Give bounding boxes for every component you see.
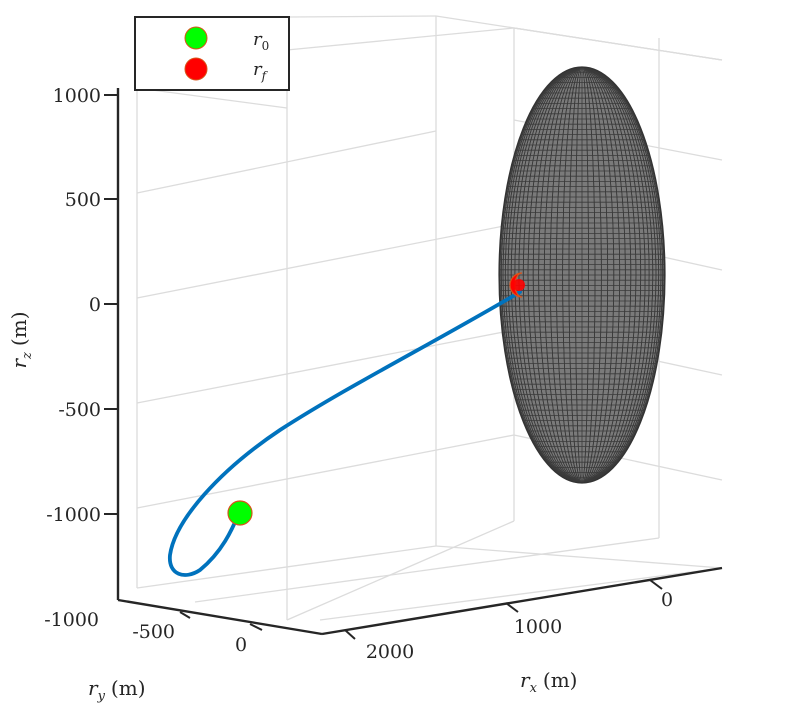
z-tick-label: -500 (58, 399, 101, 421)
mesh-longitude (562, 67, 602, 483)
x-tick-label: 1000 (514, 616, 562, 638)
mesh-longitude (500, 67, 664, 483)
mesh-longitude (555, 67, 609, 483)
legend-end-symbol (184, 57, 208, 81)
z-tick-label: -1000 (46, 504, 101, 526)
mesh-longitude (532, 67, 632, 483)
z-axis-label: rz(m) (7, 312, 35, 369)
y-axis-label: ry (m) (88, 676, 146, 704)
end-marker (509, 272, 523, 298)
y-tick-label: -500 (132, 621, 175, 643)
trajectory-line (168, 290, 522, 577)
x-axis-line (321, 566, 723, 636)
x-tick-label: 2000 (366, 641, 414, 663)
y-axis-line (117, 598, 323, 636)
mesh-longitude (527, 67, 637, 483)
mesh-longitude (499, 67, 665, 483)
legend-label-end: rf (253, 59, 269, 83)
mesh-longitude (568, 67, 596, 483)
y-tick-label: 0 (235, 634, 247, 656)
end-marker-core (513, 279, 525, 291)
mesh-longitude (510, 67, 654, 483)
legend-start-symbol (184, 26, 208, 50)
mesh-longitude (522, 67, 642, 483)
x-axis-label: rx (m) (520, 668, 577, 696)
mesh-longitude (507, 67, 657, 483)
start-marker (227, 500, 253, 526)
y-tick-label: -1000 (44, 609, 99, 631)
mesh-longitude (549, 67, 615, 483)
z-tick-label: 500 (65, 189, 101, 211)
mesh-longitude (538, 67, 626, 483)
mesh-longitude (504, 67, 660, 483)
mesh-longitude (575, 67, 589, 483)
z-tick-label: 1000 (53, 85, 101, 107)
legend[interactable]: r0 rf (134, 16, 290, 91)
mesh-longitude (502, 67, 662, 483)
legend-label-start: r0 (253, 29, 269, 53)
x-tick-label: 0 (661, 589, 673, 611)
mesh-longitude (543, 67, 621, 483)
z-tick-label: 0 (89, 294, 101, 316)
tick-marks (104, 94, 663, 640)
target-ellipsoid (498, 66, 666, 484)
